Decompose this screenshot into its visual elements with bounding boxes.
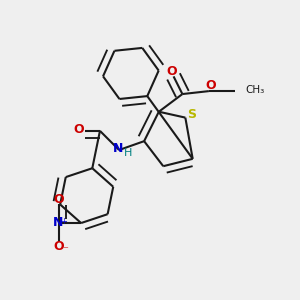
Text: CH₃: CH₃ [246, 85, 265, 95]
Text: O: O [74, 124, 84, 136]
Text: S: S [187, 108, 196, 121]
Text: H: H [124, 148, 132, 158]
Text: +: + [61, 217, 68, 226]
Text: ⁻: ⁻ [62, 245, 68, 255]
Text: O: O [54, 193, 64, 206]
Text: O: O [54, 240, 64, 253]
Text: N: N [52, 216, 63, 229]
Text: N: N [112, 142, 123, 155]
Text: O: O [167, 65, 177, 79]
Text: O: O [205, 79, 216, 92]
